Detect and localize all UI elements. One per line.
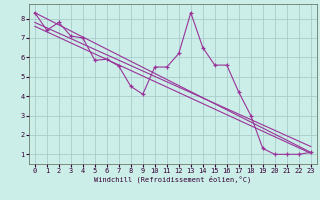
X-axis label: Windchill (Refroidissement éolien,°C): Windchill (Refroidissement éolien,°C) xyxy=(94,176,252,183)
